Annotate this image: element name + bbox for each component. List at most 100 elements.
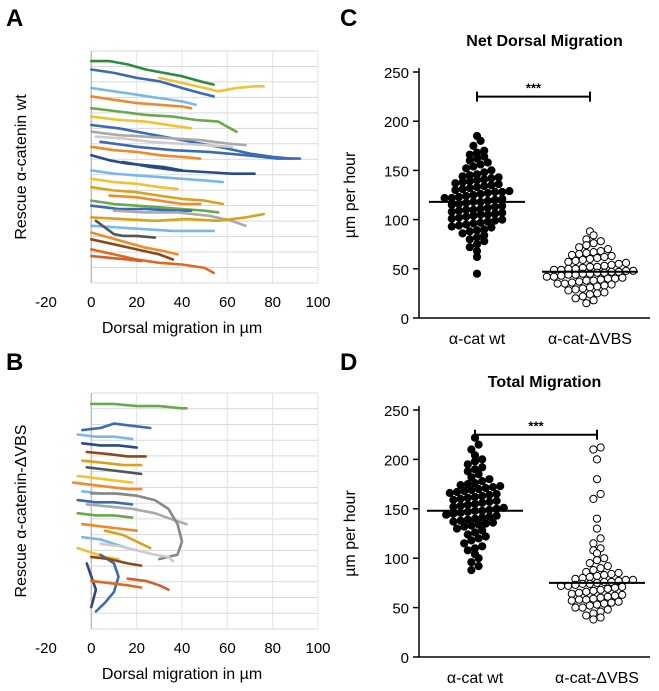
data-point [589,296,598,305]
chart-title: Net Dorsal Migration [466,33,622,50]
data-point [480,237,489,246]
data-point [463,493,472,502]
data-point [478,477,487,486]
trajectory-line [90,199,220,214]
data-point [469,141,478,150]
data-point [463,507,472,516]
trajectory-line [108,194,202,206]
trajectory-line [90,555,143,567]
data-point [483,210,492,219]
trajectory-line [90,123,293,160]
data-point [618,590,627,599]
data-point [618,582,627,592]
data-point [600,252,609,262]
data-point [451,179,460,188]
data-point [465,156,474,165]
x-category-label: α-cat wt [449,331,506,348]
data-point [490,202,500,211]
y-axis-label: µm per hour [342,490,359,577]
panel-c: C Net Dorsal Migration 0 50 100 150 200 250 µm p… [340,5,650,348]
data-point [456,494,465,503]
data-point [447,214,456,223]
data-point [483,203,492,212]
data-point [467,566,476,575]
data-point [447,193,456,203]
trajectory-line [81,522,138,532]
data-point [478,463,487,472]
data-point [440,193,449,203]
data-point [574,588,584,597]
data-point [494,173,503,182]
trajectory-line [90,579,143,589]
trajectory-line [90,169,225,184]
data-point [557,271,566,280]
trajectory-line [90,231,179,256]
data-point [454,206,464,215]
data-point [470,499,480,508]
trajectory-line [90,59,215,86]
data-point [478,498,487,507]
data-point [589,231,598,240]
trajectory-line [76,511,134,519]
data-point [614,568,623,578]
y-tick-label: 100 [384,213,409,230]
trajectory-line [103,529,152,550]
trajectory-line [90,95,193,110]
data-point [462,198,471,207]
data-point [492,496,501,505]
data-point [585,559,594,568]
significance-stars: *** [526,81,542,96]
data-point [472,226,482,235]
data-point [596,585,605,594]
data-point [478,455,487,464]
data-point [465,227,474,236]
data-point [485,497,494,506]
y-tick-label: 200 [384,114,409,131]
data-point [474,470,483,479]
data-point [571,294,580,303]
data-point [474,440,483,449]
data-point [467,558,476,567]
data-point [454,221,464,230]
x-tick-label: 80 [264,640,281,657]
data-point [589,239,598,248]
data-point [445,488,454,498]
data-point [578,255,587,264]
y-tick-label: 0 [401,650,409,667]
data-point [470,433,480,442]
data-point [498,187,507,197]
x-tick-label: 40 [174,294,191,311]
data-point [452,487,462,497]
data-point [462,191,471,201]
trajectory-line [94,219,157,239]
data-point [462,220,471,229]
data-point [472,252,482,262]
y-tick-label: 250 [384,65,409,82]
data-point [478,491,487,501]
trajectory-line [76,498,134,506]
data-point [582,241,591,250]
data-point [488,518,498,527]
data-point [454,213,464,222]
x-tick-label: 20 [128,640,145,657]
data-point [607,569,616,579]
x-category-label: α-cat-ΔVBS [548,331,632,348]
data-point [472,154,482,163]
data-point [463,500,472,509]
data-point [607,598,616,607]
x-tick-label: 100 [305,640,330,657]
trajectory-line [76,433,134,441]
data-point [585,283,595,292]
trajectory-line [90,130,247,147]
data-point [596,443,605,452]
data-point [465,184,474,193]
y-axis-label: µm per hour [342,151,359,238]
trajectory-line [90,492,184,561]
data-point [469,190,478,200]
data-point [600,570,609,580]
trajectory-line [85,450,147,458]
data-point [454,192,464,202]
data-point [592,524,602,533]
data-point [467,445,476,454]
x-axis-label: Dorsal migration in µm [102,320,262,337]
